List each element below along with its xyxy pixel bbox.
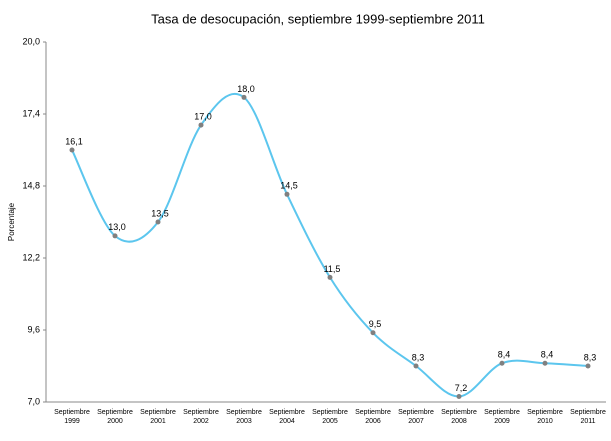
y-tick-label: 9,6 (27, 324, 40, 334)
marker (198, 122, 204, 128)
x-tick-label: Septiembre 2001 (140, 409, 176, 425)
x-tick-label: Septiembre 2007 (398, 409, 434, 425)
marker (456, 393, 462, 399)
data-label: 11,5 (324, 264, 341, 274)
data-label: 13,5 (151, 208, 169, 218)
data-label: 8,3 (584, 352, 597, 362)
x-tick-label: Septiembre 2010 (527, 409, 563, 425)
x-tick-label: Septiembre 2004 (269, 409, 305, 425)
y-tick-label: 7,0 (27, 396, 40, 406)
y-tick-label: 17,4 (22, 108, 40, 118)
data-label: 17,0 (194, 111, 212, 121)
data-label: 18,0 (237, 84, 255, 94)
y-tick-label: 14,8 (22, 180, 40, 190)
y-tick-label: 20,0 (22, 36, 40, 46)
data-label: 7,2 (455, 383, 468, 393)
marker (284, 191, 290, 197)
x-tick-label: Septiembre 2002 (183, 409, 219, 425)
marker (370, 330, 376, 336)
marker (413, 363, 419, 369)
marker (69, 147, 75, 153)
x-tick-label: Septiembre 2011 (570, 409, 606, 425)
x-tick-label: Septiembre 2008 (441, 409, 477, 425)
chart-title: Tasa de desocupación, septiembre 1999-se… (151, 11, 485, 26)
data-label: 8,4 (541, 350, 554, 360)
x-tick-label: Septiembre 2003 (226, 409, 262, 425)
line (71, 92, 589, 398)
x-tick-label: Septiembre 2000 (97, 409, 133, 425)
x-tick-label: Septiembre 2005 (312, 409, 348, 425)
x-tick-label: Septiembre 2009 (484, 409, 520, 425)
marker (327, 274, 333, 280)
y-axis-label: Porcentaje (7, 202, 16, 241)
data-label: 16,1 (65, 136, 83, 146)
data-label: 8,3 (412, 352, 425, 362)
marker (112, 233, 118, 239)
x-tick-label: Septiembre 1999 (54, 409, 90, 425)
marker (499, 360, 505, 366)
marker (542, 360, 548, 366)
marker (585, 363, 591, 369)
y-tick-label: 12,2 (22, 252, 40, 262)
marker (155, 219, 161, 225)
data-label: 14,5 (280, 181, 298, 191)
marker (241, 94, 247, 100)
x-tick-label: Septiembre 2006 (355, 409, 391, 425)
data-label: 13,0 (108, 222, 126, 232)
data-label: 9,5 (369, 319, 382, 329)
data-label: 8,4 (498, 350, 511, 360)
